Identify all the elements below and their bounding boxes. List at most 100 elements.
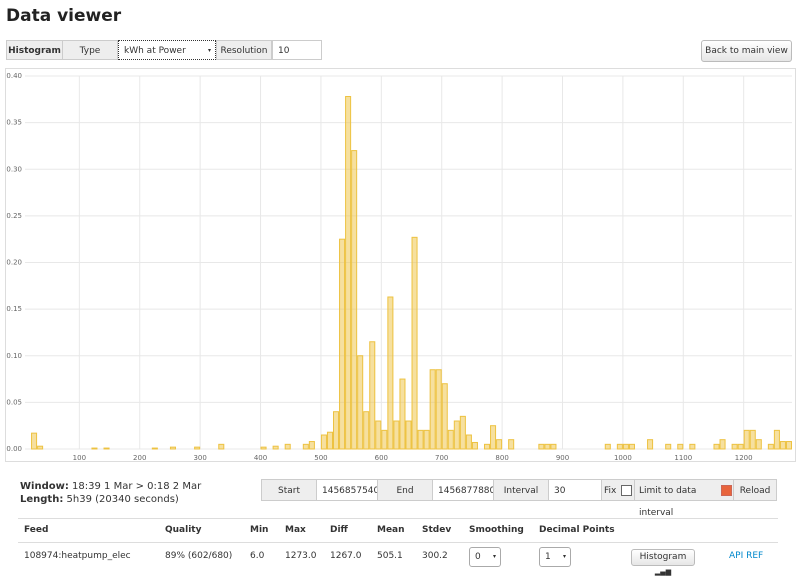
histogram-bar bbox=[339, 238, 346, 450]
interval-input[interactable]: 30 bbox=[548, 479, 602, 501]
fix-label: Fix bbox=[604, 486, 617, 496]
window-value: 18:39 1 Mar > 0:18 2 Mar bbox=[72, 481, 202, 492]
histogram-bar bbox=[628, 443, 635, 450]
limit-label: Limit to data interval bbox=[639, 486, 697, 518]
fix-checkbox[interactable] bbox=[621, 485, 632, 496]
x-tick-label: 900 bbox=[556, 454, 569, 462]
histogram-bar bbox=[423, 429, 430, 450]
resolution-label: Resolution bbox=[216, 40, 272, 60]
chart: 0.00 0.05 0.10 0.15 0.20 0.25 0.30 0.35 0.40 100 2… bbox=[5, 68, 796, 462]
histogram-bar bbox=[333, 411, 340, 450]
y-tick-label: 0.35 bbox=[6, 119, 22, 127]
histogram-button[interactable]: Histogram ▂▄▆ bbox=[631, 549, 695, 576]
histogram-bar bbox=[345, 96, 352, 450]
table-header: Stdev bbox=[422, 525, 452, 535]
histogram-bar bbox=[490, 425, 497, 450]
histogram-bar bbox=[351, 150, 358, 450]
table-header: Feed bbox=[24, 525, 49, 535]
histogram-bar bbox=[755, 439, 762, 450]
histogram-bar bbox=[393, 420, 400, 450]
histogram-bar bbox=[387, 296, 394, 450]
histogram-bar bbox=[151, 447, 158, 450]
table-header: Max bbox=[285, 525, 306, 535]
window-info: Window: 18:39 1 Mar > 0:18 2 Mar bbox=[20, 481, 201, 492]
histogram-bar bbox=[647, 439, 654, 450]
histogram-bar bbox=[381, 429, 388, 450]
x-tick-label: 700 bbox=[435, 454, 448, 462]
y-tick-label: 0.20 bbox=[6, 259, 22, 267]
decimals-value: 1 bbox=[545, 552, 551, 562]
end-label: End bbox=[377, 479, 433, 501]
histogram-bar bbox=[435, 369, 442, 450]
histogram-bar bbox=[272, 445, 279, 450]
mean: 505.1 bbox=[377, 551, 403, 561]
y-tick-label: 0.15 bbox=[6, 305, 22, 313]
decimals-select[interactable]: 1 ▾ bbox=[539, 547, 571, 567]
page-title: Data viewer bbox=[6, 6, 122, 26]
histogram-bar bbox=[405, 420, 412, 450]
histogram-bar bbox=[363, 411, 370, 450]
api-ref-link[interactable]: API REF bbox=[729, 551, 764, 561]
histogram-bar bbox=[308, 441, 315, 450]
table-header: Diff bbox=[330, 525, 348, 535]
histogram-bar bbox=[665, 443, 672, 450]
y-tick-label: 0.00 bbox=[6, 445, 22, 453]
window-label: Window: bbox=[20, 481, 69, 492]
histogram-bar bbox=[169, 446, 176, 450]
histogram-bar bbox=[218, 443, 225, 450]
table-header: Smoothing bbox=[469, 525, 524, 535]
interval-label: Interval bbox=[493, 479, 549, 501]
limit-cell: Limit to data interval bbox=[634, 479, 734, 518]
smoothing-select[interactable]: 0 ▾ bbox=[469, 547, 501, 567]
histogram-bar bbox=[622, 443, 629, 450]
histogram-bar bbox=[284, 443, 291, 450]
select-arrow: ▾ bbox=[207, 47, 211, 54]
histogram-bar bbox=[37, 445, 44, 450]
histogram-bar bbox=[302, 443, 309, 450]
resolution-input[interactable]: 10 bbox=[272, 40, 322, 60]
x-tick-label: 100 bbox=[73, 454, 86, 462]
histogram-bar bbox=[719, 439, 726, 450]
type-label: Type bbox=[62, 40, 118, 60]
y-tick-label: 0.25 bbox=[6, 212, 22, 220]
histogram-bar bbox=[453, 420, 460, 450]
histogram-bar bbox=[544, 443, 551, 450]
y-tick-label: 0.30 bbox=[6, 165, 22, 173]
feed-name: 108974:heatpump_elec bbox=[24, 551, 131, 561]
histogram-bar bbox=[369, 341, 376, 450]
histogram-bar bbox=[731, 443, 738, 450]
limit-checkbox[interactable] bbox=[721, 485, 732, 496]
histogram-bar bbox=[194, 446, 201, 450]
back-button[interactable]: Back to main view bbox=[701, 40, 792, 62]
histogram-bar bbox=[429, 369, 436, 450]
histogram-bar bbox=[767, 443, 774, 450]
y-tick-label: 0.40 bbox=[6, 72, 22, 80]
start-input[interactable]: 1456857540 bbox=[316, 479, 379, 501]
histogram-bar bbox=[357, 355, 364, 450]
select-arrow: ▾ bbox=[492, 553, 496, 560]
histogram-bar bbox=[689, 443, 696, 450]
type-select[interactable]: kWh at Power ▾ bbox=[118, 40, 216, 60]
end-input[interactable]: 1456877880 bbox=[432, 479, 495, 501]
x-tick-label: 1100 bbox=[674, 454, 692, 462]
histogram-bar bbox=[441, 383, 448, 450]
histogram-button-label: Histogram bbox=[639, 552, 687, 562]
histogram-bar bbox=[91, 447, 98, 450]
histogram-bar bbox=[417, 429, 424, 450]
histogram-bar bbox=[713, 443, 720, 450]
reload-button[interactable]: Reload bbox=[733, 479, 777, 501]
length-info: Length: 5h39 (20340 seconds) bbox=[20, 494, 179, 505]
x-tick-label: 400 bbox=[254, 454, 267, 462]
histogram-bar bbox=[103, 447, 110, 450]
histogram-bar bbox=[320, 434, 327, 450]
mode-tab[interactable]: Histogram bbox=[6, 40, 63, 60]
x-tick-label: 500 bbox=[314, 454, 327, 462]
y-tick-label: 0.10 bbox=[6, 352, 22, 360]
histogram-bar bbox=[496, 439, 503, 450]
histogram-bar bbox=[779, 441, 786, 450]
diff: 1267.0 bbox=[330, 551, 362, 561]
histogram-bar bbox=[749, 429, 756, 450]
chart-frame bbox=[5, 68, 796, 462]
histogram-bar bbox=[550, 443, 557, 450]
